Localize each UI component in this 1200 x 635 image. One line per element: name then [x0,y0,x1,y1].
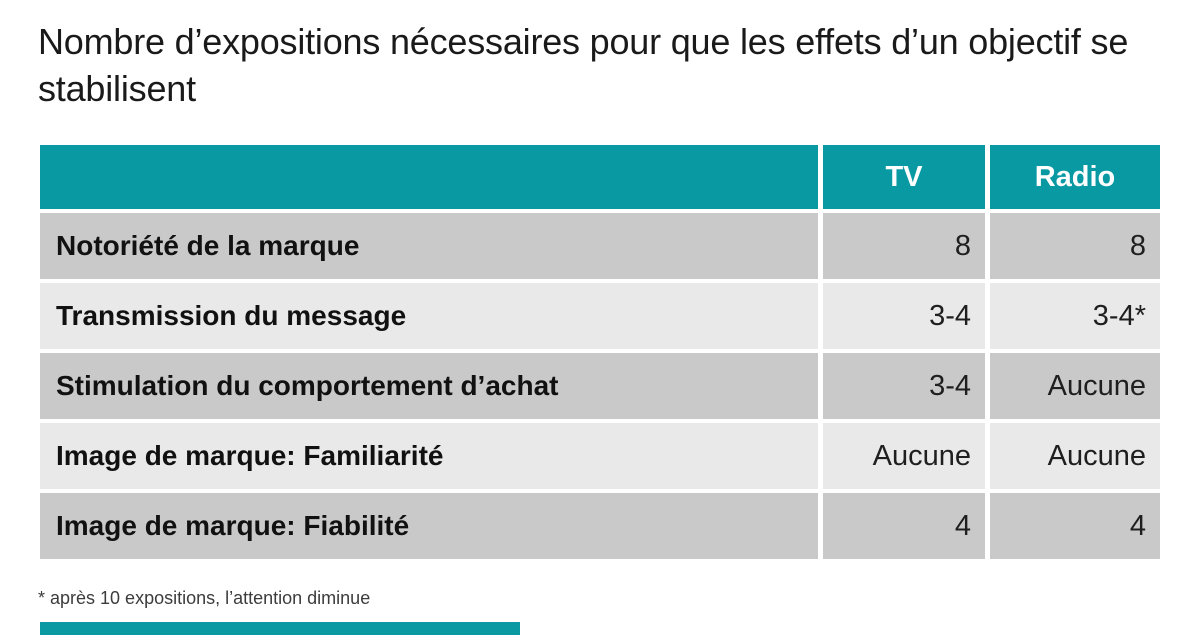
row-value-notoriete-tv: 8 [823,213,985,279]
footnote: * après 10 expositions, l’attention dimi… [38,588,371,608]
row-value-stimulation-tv: 3-4 [823,353,985,419]
row-value-transmission-tv: 3-4 [823,283,985,349]
row-label-stimulation: Stimulation du comportement d’achat [40,353,818,419]
row-value-stimulation-radio: Aucune [990,353,1160,419]
row-value-fiabilite-radio: 4 [990,493,1160,559]
row-label-fiabilite: Image de marque: Fiabilité [40,493,818,559]
header-tv: TV [823,145,985,209]
row-value-familiarite-radio: Aucune [990,423,1160,489]
brand-bar [40,622,520,635]
row-value-transmission-radio: 3-4* [990,283,1160,349]
figure-title: Nombre d’expositions nécessaires pour qu… [38,21,1129,109]
row-label-notoriete: Notoriété de la marque [40,213,818,279]
header-radio: Radio [990,145,1160,209]
header-empty-cell [40,145,818,209]
row-value-fiabilite-tv: 4 [823,493,985,559]
row-value-notoriete-radio: 8 [990,213,1160,279]
row-value-familiarite-tv: Aucune [823,423,985,489]
exposures-table: TV Radio Notoriété de la marque 8 8 Tran… [40,145,1160,559]
row-label-familiarite: Image de marque: Familiarité [40,423,818,489]
row-label-transmission: Transmission du message [40,283,818,349]
